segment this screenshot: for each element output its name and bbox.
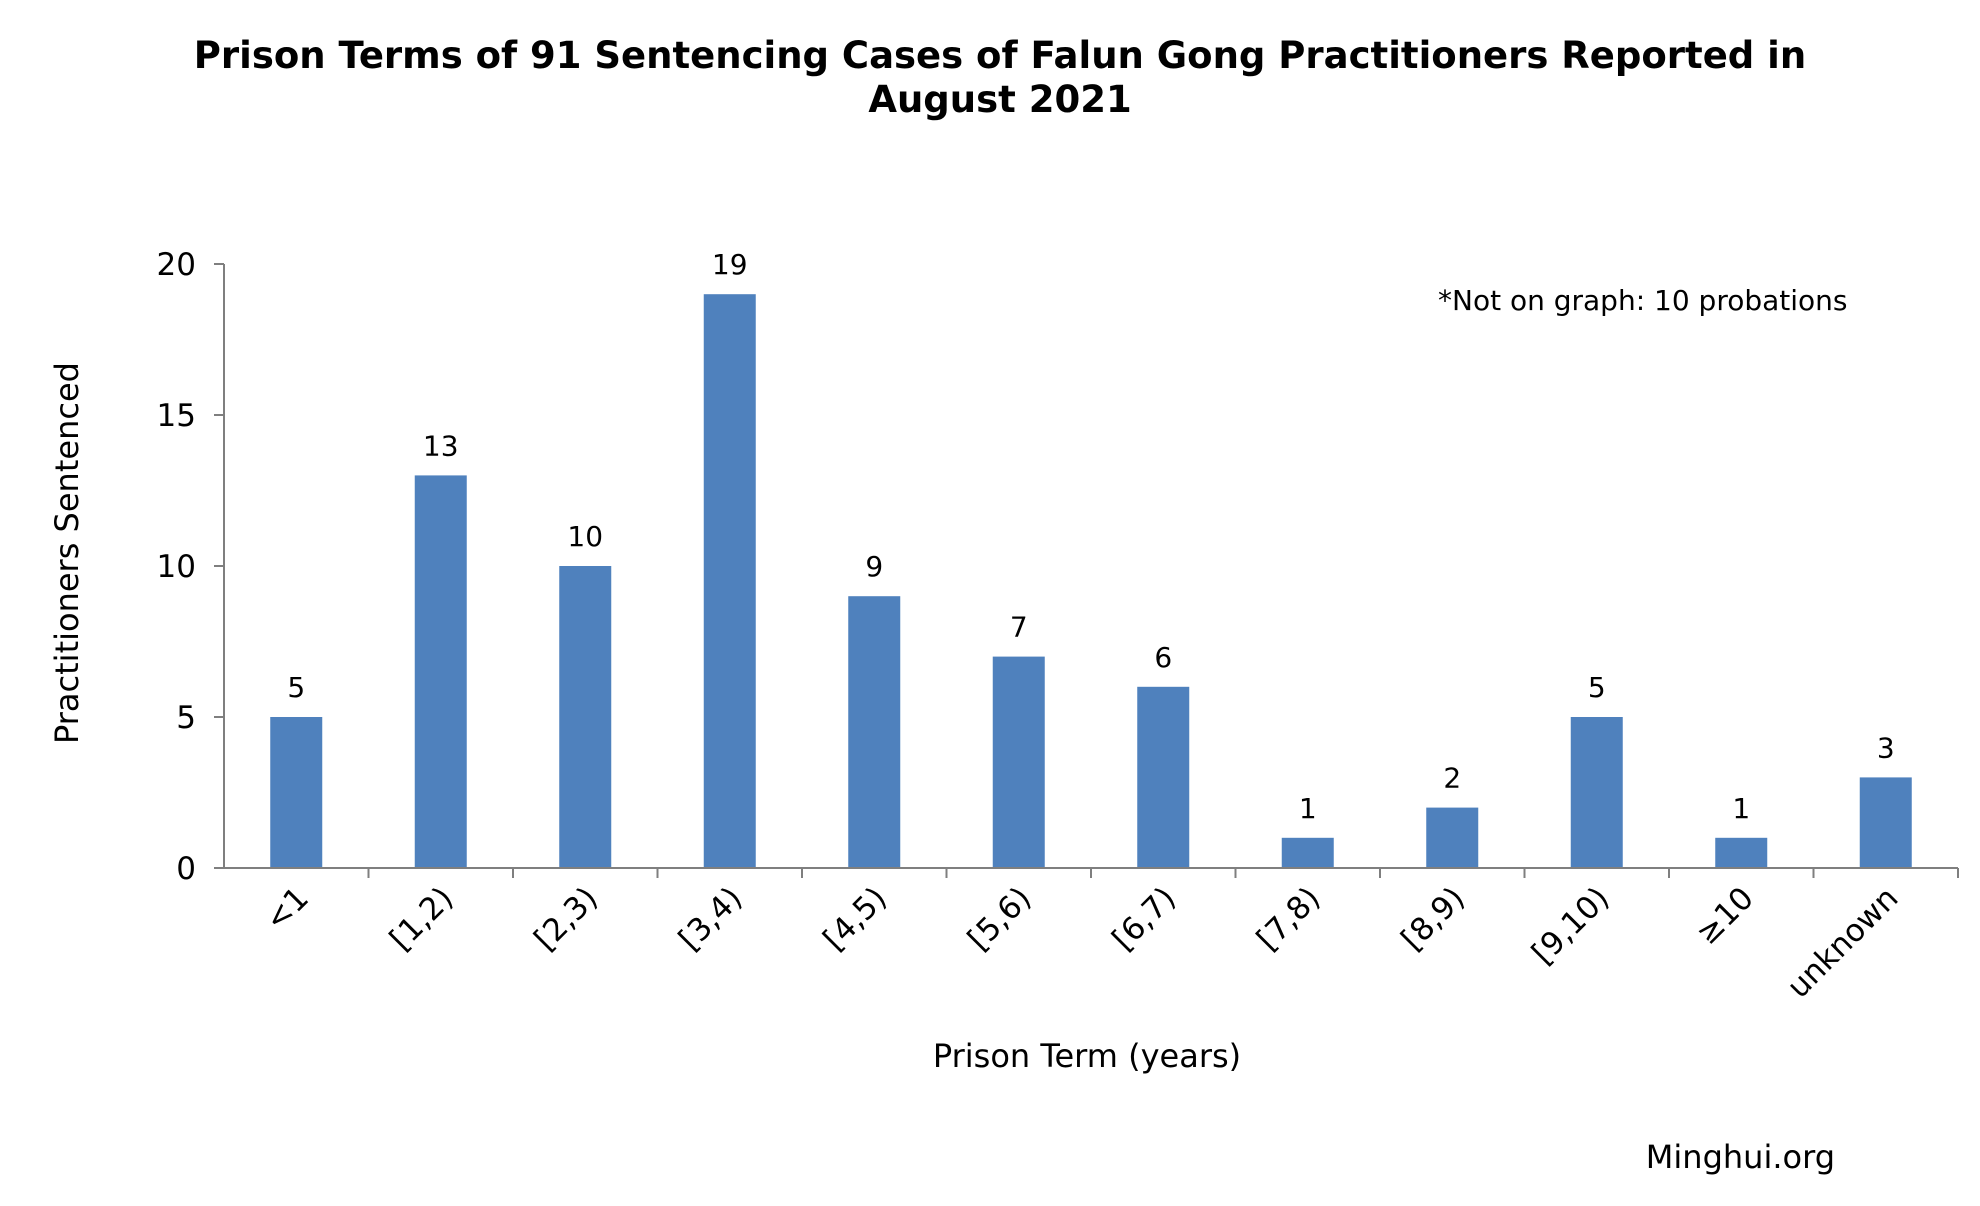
x-tick-label: [3,4) bbox=[672, 880, 749, 957]
data-label: 3 bbox=[1877, 731, 1895, 764]
x-tick-label: [1,2) bbox=[383, 880, 460, 957]
data-label: 5 bbox=[287, 671, 305, 704]
x-tick-label: unknown bbox=[1780, 880, 1905, 1005]
bar bbox=[270, 717, 323, 868]
chart-annotation: *Not on graph: 10 probations bbox=[1438, 284, 1848, 317]
bar bbox=[703, 294, 756, 868]
bar bbox=[414, 475, 467, 868]
data-label: 10 bbox=[567, 520, 603, 553]
x-tick-label: [7,8) bbox=[1250, 880, 1327, 957]
bar bbox=[559, 566, 612, 868]
bar bbox=[848, 596, 901, 868]
x-tick-label: [9,10) bbox=[1525, 880, 1616, 971]
data-label: 9 bbox=[865, 550, 883, 583]
y-tick-label: 0 bbox=[176, 851, 196, 887]
y-tick-label: 10 bbox=[157, 549, 196, 585]
chart-title-line-1: Prison Terms of 91 Sentencing Cases of F… bbox=[193, 34, 1807, 77]
data-label: 5 bbox=[1588, 671, 1606, 704]
y-axis-title: Practitioners Sentenced bbox=[48, 362, 86, 744]
y-tick-label: 5 bbox=[176, 700, 196, 736]
bar bbox=[992, 656, 1045, 868]
bar bbox=[1859, 777, 1912, 868]
bars bbox=[270, 294, 1912, 868]
data-label: 2 bbox=[1443, 762, 1461, 795]
y-axis: 0 5 10 15 20 bbox=[157, 247, 225, 887]
chart-title-line-2: August 2021 bbox=[868, 78, 1132, 121]
bar bbox=[1137, 686, 1190, 868]
x-tick-label: [4,5) bbox=[816, 880, 893, 957]
x-axis: <1 [1,2) [2,3) [3,4) [4,5) [5,6) [6,7) [7,8) [8,… bbox=[224, 867, 1959, 1005]
bar bbox=[1426, 807, 1479, 868]
watermark-text: Minghui.org bbox=[1645, 1138, 1835, 1176]
x-tick-label: ≥10 bbox=[1689, 880, 1761, 952]
bar bbox=[1281, 837, 1334, 868]
bar bbox=[1715, 837, 1768, 868]
data-label: 1 bbox=[1732, 792, 1750, 825]
x-tick-label: [2,3) bbox=[527, 880, 604, 957]
x-tick-label: [5,6) bbox=[961, 880, 1038, 957]
chart-title: Prison Terms of 91 Sentencing Cases of F… bbox=[150, 34, 1850, 122]
x-axis-title: Prison Term (years) bbox=[933, 1037, 1241, 1075]
x-tick-label: <1 bbox=[258, 880, 316, 938]
bar bbox=[1570, 717, 1623, 868]
data-label: 7 bbox=[1010, 611, 1028, 644]
data-label: 13 bbox=[423, 429, 459, 462]
data-label: 1 bbox=[1299, 792, 1317, 825]
data-label: 19 bbox=[712, 248, 748, 281]
y-tick-label: 20 bbox=[157, 247, 196, 283]
data-label: 6 bbox=[1154, 641, 1172, 674]
x-tick-label: [8,9) bbox=[1394, 880, 1471, 957]
x-tick-label: [6,7) bbox=[1105, 880, 1182, 957]
y-tick-label: 15 bbox=[157, 398, 196, 434]
